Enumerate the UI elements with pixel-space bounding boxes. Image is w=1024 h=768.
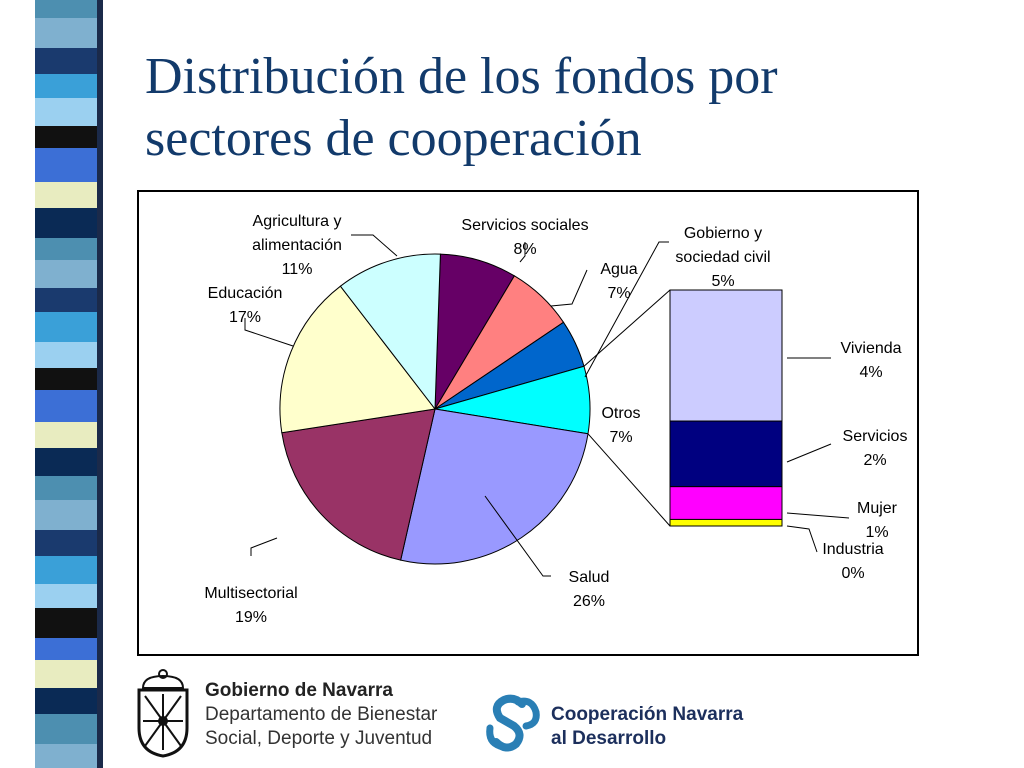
title-line-1: Distribución de los fondos por bbox=[145, 48, 778, 105]
leader-line-agua bbox=[550, 269, 588, 307]
bar-label-mujer-text: Mujer bbox=[857, 500, 898, 517]
stripe-block bbox=[35, 390, 97, 422]
slice-label-agricultura-y-alimentación-text: alimentación bbox=[252, 237, 342, 254]
bar-leader-line-servicios bbox=[786, 443, 832, 463]
stripe-block bbox=[35, 48, 97, 74]
footer-logos: Gobierno de Navarra Departamento de Bien… bbox=[137, 669, 744, 758]
leader-line-agricultura-y-alimentación bbox=[351, 234, 398, 257]
stripe-block bbox=[35, 744, 97, 768]
coop-name-line1: Cooperación Navarra bbox=[551, 704, 744, 725]
slice-label-educación-value: 17% bbox=[229, 309, 261, 326]
stripe-block bbox=[35, 530, 97, 556]
stripe-block bbox=[35, 688, 97, 714]
stripe-block bbox=[35, 368, 97, 390]
pie-slice-multisectorial bbox=[281, 408, 436, 561]
stripe-block bbox=[35, 260, 97, 288]
stripe-block bbox=[35, 448, 97, 476]
bar-leader-line-mujer bbox=[786, 512, 850, 519]
stripe-block bbox=[35, 0, 97, 18]
stripe-block bbox=[35, 98, 97, 126]
pie-slice-agricultura-y-alimentación bbox=[339, 253, 441, 411]
bar-of-pie-chart: Agricultura y alimentación 11% Servicios so… bbox=[204, 213, 908, 626]
bar-leader-line-industria bbox=[786, 525, 818, 553]
slice-label-educación-text: Educación bbox=[208, 285, 283, 302]
navarra-coat-of-arms-logo bbox=[137, 669, 189, 758]
stripe-block bbox=[35, 584, 97, 608]
bar-label-mujer-value: 1% bbox=[865, 524, 888, 541]
stripe-block bbox=[35, 476, 97, 500]
leader-line-servicios-sociales bbox=[519, 242, 526, 263]
stripe-block bbox=[35, 312, 97, 342]
leader-line-salud bbox=[484, 495, 551, 577]
stripe-block bbox=[35, 288, 97, 312]
stripe-block bbox=[35, 500, 97, 530]
bar-segment-servicios bbox=[669, 420, 783, 488]
gov-dept-line2: Social, Deporte y Juventud bbox=[205, 728, 432, 749]
slide-title: Distribución de los fondos por sectores … bbox=[145, 46, 1005, 170]
stripe-block bbox=[35, 126, 97, 148]
stripe-block bbox=[35, 342, 97, 368]
stripe-block bbox=[35, 208, 97, 238]
decorative-stripe bbox=[35, 0, 103, 768]
leader-line-gobierno-y-sociedad-civil bbox=[584, 241, 669, 378]
bar-label-industria-text: Industria bbox=[822, 541, 883, 558]
bar-segment-vivienda bbox=[669, 289, 783, 422]
cooperacion-navarra-logo-icon bbox=[486, 694, 540, 752]
gov-name-text: Gobierno de Navarra bbox=[205, 680, 393, 701]
coop-name-line2: al Desarrollo bbox=[551, 728, 666, 749]
pie-slice-salud bbox=[400, 408, 589, 565]
stripe-block bbox=[35, 714, 97, 744]
bar-label-servicios-text: Servicios bbox=[843, 428, 908, 445]
stripe-block bbox=[35, 18, 97, 48]
bar-label-industria-value: 0% bbox=[841, 565, 864, 582]
slice-label-servicios-sociales-text: Servicios sociales bbox=[461, 217, 588, 234]
slice-label-multisectorial-value: 19% bbox=[235, 609, 267, 626]
slice-label-salud-text: Salud bbox=[569, 569, 610, 586]
slice-label-multisectorial-text: Multisectorial bbox=[204, 585, 297, 602]
leader-line-multisectorial bbox=[250, 537, 278, 556]
stripe-block bbox=[35, 422, 97, 448]
stripe-block bbox=[35, 238, 97, 260]
bar-segment-industria bbox=[669, 518, 783, 527]
stripe-block bbox=[35, 182, 97, 208]
slice-label-otros-value: 7% bbox=[609, 429, 632, 446]
stripe-block bbox=[35, 638, 97, 660]
stripe-block bbox=[35, 148, 97, 182]
slice-label-salud-value: 26% bbox=[573, 593, 605, 610]
stripe-block bbox=[35, 608, 97, 638]
slice-label-gobierno-y-sociedad-civil-text: Gobierno y bbox=[684, 225, 762, 242]
slice-label-gobierno-y-sociedad-civil-value: 5% bbox=[711, 273, 734, 290]
stripe-block bbox=[35, 660, 97, 688]
stripe-block bbox=[35, 74, 97, 98]
slice-label-agua-text: Agua bbox=[600, 261, 637, 278]
bar-label-servicios-value: 2% bbox=[863, 452, 886, 469]
bar-label-vivienda-text: Vivienda bbox=[840, 340, 901, 357]
slice-label-gobierno-y-sociedad-civil-text: sociedad civil bbox=[675, 249, 770, 266]
bar-segment-mujer bbox=[669, 486, 783, 520]
slice-label-agricultura-y-alimentación-value: 11% bbox=[282, 261, 313, 278]
title-line-2: sectores de cooperación bbox=[145, 110, 642, 167]
slice-label-agua-value: 7% bbox=[607, 285, 630, 302]
stripe-block bbox=[35, 556, 97, 584]
pie-slice-educación bbox=[279, 285, 436, 434]
connector-line-bottom bbox=[587, 433, 671, 527]
bar-label-vivienda-value: 4% bbox=[859, 364, 882, 381]
chart-container: Agricultura y alimentación 11% Servicios so… bbox=[137, 190, 919, 656]
gov-dept-line1: Departamento de Bienestar bbox=[205, 704, 438, 725]
slice-label-agricultura-y-alimentación-text: Agricultura y bbox=[253, 213, 342, 230]
leader-line-educación bbox=[244, 318, 294, 347]
slice-label-otros-text: Otros bbox=[601, 405, 640, 422]
